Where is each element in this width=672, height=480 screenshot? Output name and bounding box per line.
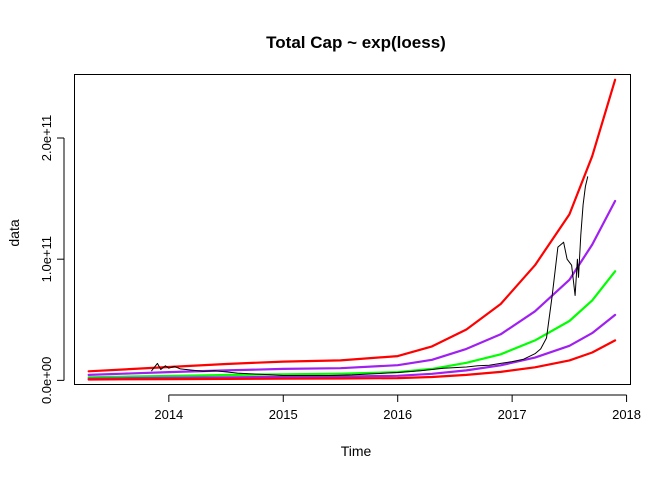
y-tick-label: 0.0e+00 [39,357,54,404]
chart-title: Total Cap ~ exp(loess) [266,33,446,52]
y-tick-label: 2.0e+11 [39,115,54,161]
x-axis-label: Time [341,443,372,459]
series-line-5 [87,339,617,381]
series-group [87,78,617,381]
series-line-6 [151,176,589,376]
series-line-3 [87,270,617,379]
x-tick-label: 2014 [154,407,183,422]
x-axis: 2014 2015 2016 2017 2018 [154,394,641,422]
x-tick-label: 2018 [612,407,641,422]
y-axis-label: data [6,219,22,246]
x-tick-label: 2017 [498,407,527,422]
series-line-4 [87,313,617,380]
plot-frame [74,74,631,385]
series-line-2 [87,199,617,376]
y-axis: 0.0e+00 1.0e+11 2.0e+11 [39,115,65,404]
y-tick-label: 1.0e+11 [39,236,54,282]
x-tick-label: 2016 [383,407,412,422]
series-line-1 [87,78,617,373]
x-tick-label: 2015 [269,407,298,422]
